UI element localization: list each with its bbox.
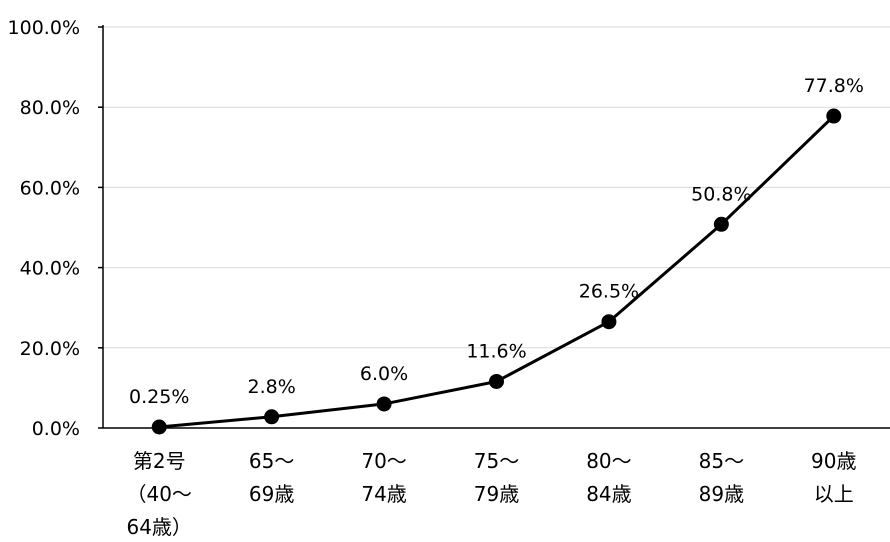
data-label: 0.25% bbox=[129, 386, 189, 408]
y-tick-labels: 0.0% 20.0% 40.0% 60.0% 80.0% 100.0% bbox=[8, 17, 80, 440]
data-point bbox=[826, 108, 842, 124]
x-category-label-line: 80～ bbox=[586, 449, 631, 473]
x-category-label-line: 85～ bbox=[699, 449, 744, 473]
x-category-label-line: （40～ bbox=[126, 482, 191, 506]
x-category-label-line: 70～ bbox=[361, 449, 406, 473]
x-category-label-line: 79歳 bbox=[474, 482, 519, 506]
x-category-label: 65～ 69歳 bbox=[249, 449, 294, 506]
gridlines bbox=[103, 26, 890, 349]
y-tick-label: 80.0% bbox=[20, 97, 80, 119]
data-point bbox=[264, 409, 280, 425]
x-category-label-line: 74歳 bbox=[361, 482, 406, 506]
data-label: 6.0% bbox=[360, 363, 408, 385]
x-category-label-line: 84歳 bbox=[586, 482, 631, 506]
x-category-label-line: 69歳 bbox=[249, 482, 294, 506]
data-label: 11.6% bbox=[466, 340, 526, 362]
x-category-label-line: 89歳 bbox=[699, 482, 744, 506]
y-tick-label: 0.0% bbox=[32, 418, 80, 440]
x-category-label: 90歳以上 bbox=[811, 449, 856, 506]
x-category-label: 80～ 84歳 bbox=[586, 449, 631, 506]
x-category-label-line: 第2号 bbox=[133, 449, 186, 473]
data-point bbox=[713, 216, 729, 232]
x-category-label: 70～ 74歳 bbox=[361, 449, 406, 506]
x-category-label-line: 75～ bbox=[474, 449, 519, 473]
data-label: 77.8% bbox=[804, 75, 864, 97]
data-label: 50.8% bbox=[691, 183, 751, 205]
data-labels: 0.25% 2.8% 6.0% 11.6% 26.5% 50.8% 77.8% bbox=[129, 75, 864, 408]
data-label: 26.5% bbox=[579, 281, 639, 303]
y-tick-label: 40.0% bbox=[20, 258, 80, 280]
data-point bbox=[489, 373, 504, 389]
data-point bbox=[376, 396, 392, 412]
x-category-label: 85～ 89歳 bbox=[699, 449, 744, 506]
y-tick-label: 20.0% bbox=[20, 338, 80, 360]
x-category-label-line: 64歳） bbox=[126, 515, 191, 539]
x-category-label: 第2号 （40～ 64歳） bbox=[126, 449, 191, 539]
y-tick-label: 100.0% bbox=[8, 17, 80, 39]
x-category-label: 75～ 79歳 bbox=[474, 449, 519, 506]
x-category-label-line: 以上 bbox=[814, 482, 854, 506]
data-point bbox=[601, 314, 617, 330]
data-points bbox=[151, 108, 842, 435]
x-category-label-line: 65～ bbox=[249, 449, 294, 473]
x-category-label-line: 90歳 bbox=[811, 449, 856, 473]
y-tick-label: 60.0% bbox=[20, 177, 80, 199]
axes bbox=[98, 25, 890, 429]
data-point bbox=[151, 419, 167, 435]
data-label: 2.8% bbox=[248, 376, 296, 398]
